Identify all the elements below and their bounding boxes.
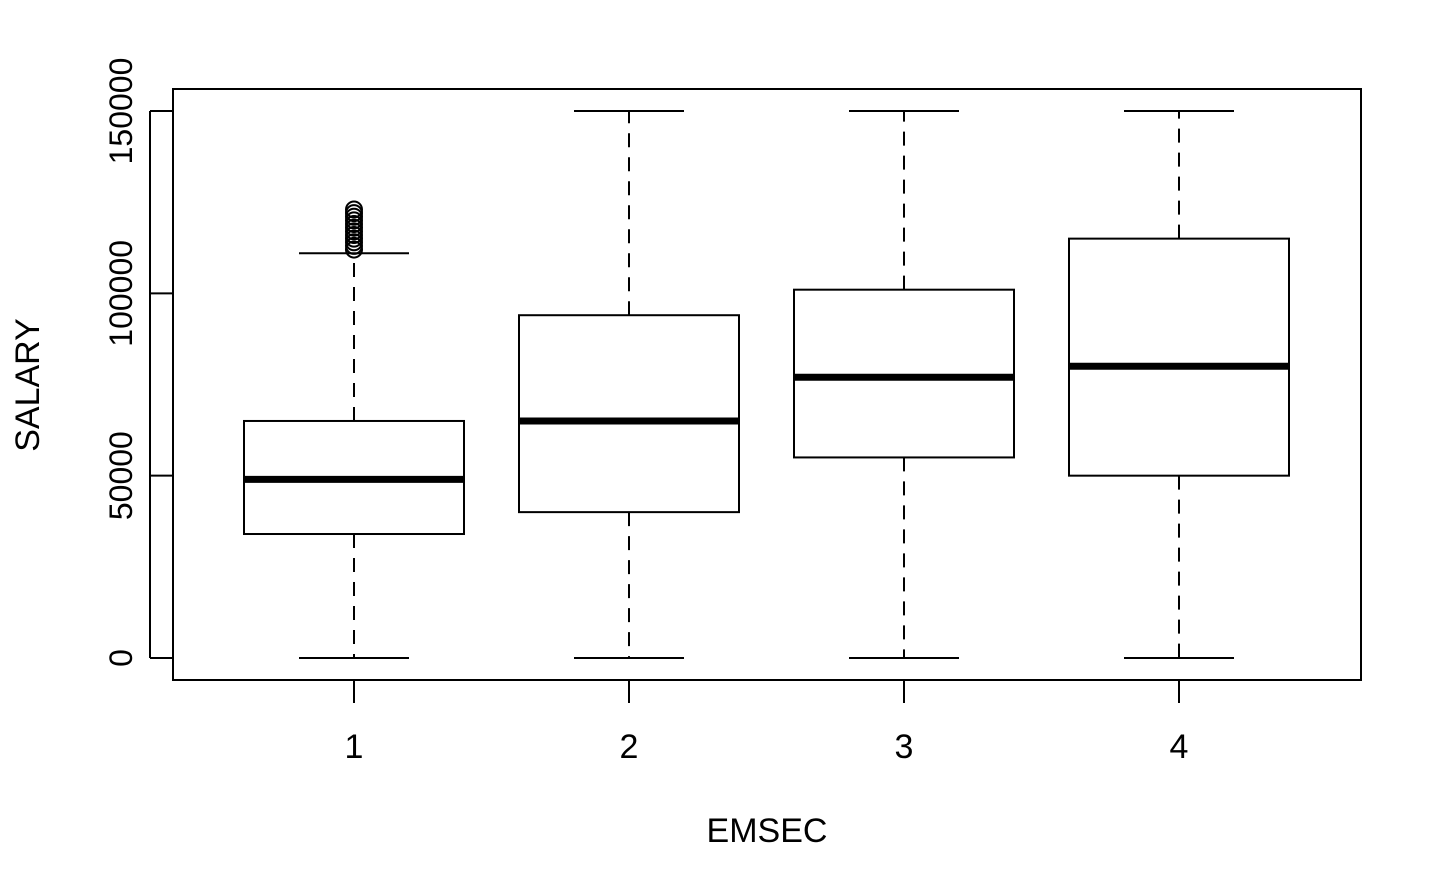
y-tick-label: 100000 (103, 240, 139, 347)
iqr-box (1068, 237, 1290, 477)
x-tick-label: 3 (895, 728, 914, 766)
y-tick-label: 150000 (103, 58, 139, 165)
x-tick-label: 1 (345, 728, 364, 766)
box-4 (1068, 110, 1290, 659)
y-tick-label: 50000 (103, 431, 139, 520)
boxes-layer (243, 110, 1290, 659)
x-tick-label: 4 (1170, 728, 1189, 766)
y-axis-label: SALARY (9, 318, 47, 452)
x-axis: 1 2 3 4 (345, 679, 1189, 766)
y-axis: 0 50000 100000 150000 (103, 58, 173, 667)
box-2 (518, 110, 740, 659)
x-tick-label: 2 (620, 728, 639, 766)
iqr-box (518, 314, 740, 514)
iqr-box (793, 288, 1015, 459)
y-tick-label: 0 (103, 649, 139, 667)
x-axis-label: EMSEC (707, 812, 828, 850)
box-3 (793, 110, 1015, 659)
outlier-point (345, 200, 363, 219)
box-1 (243, 200, 465, 659)
